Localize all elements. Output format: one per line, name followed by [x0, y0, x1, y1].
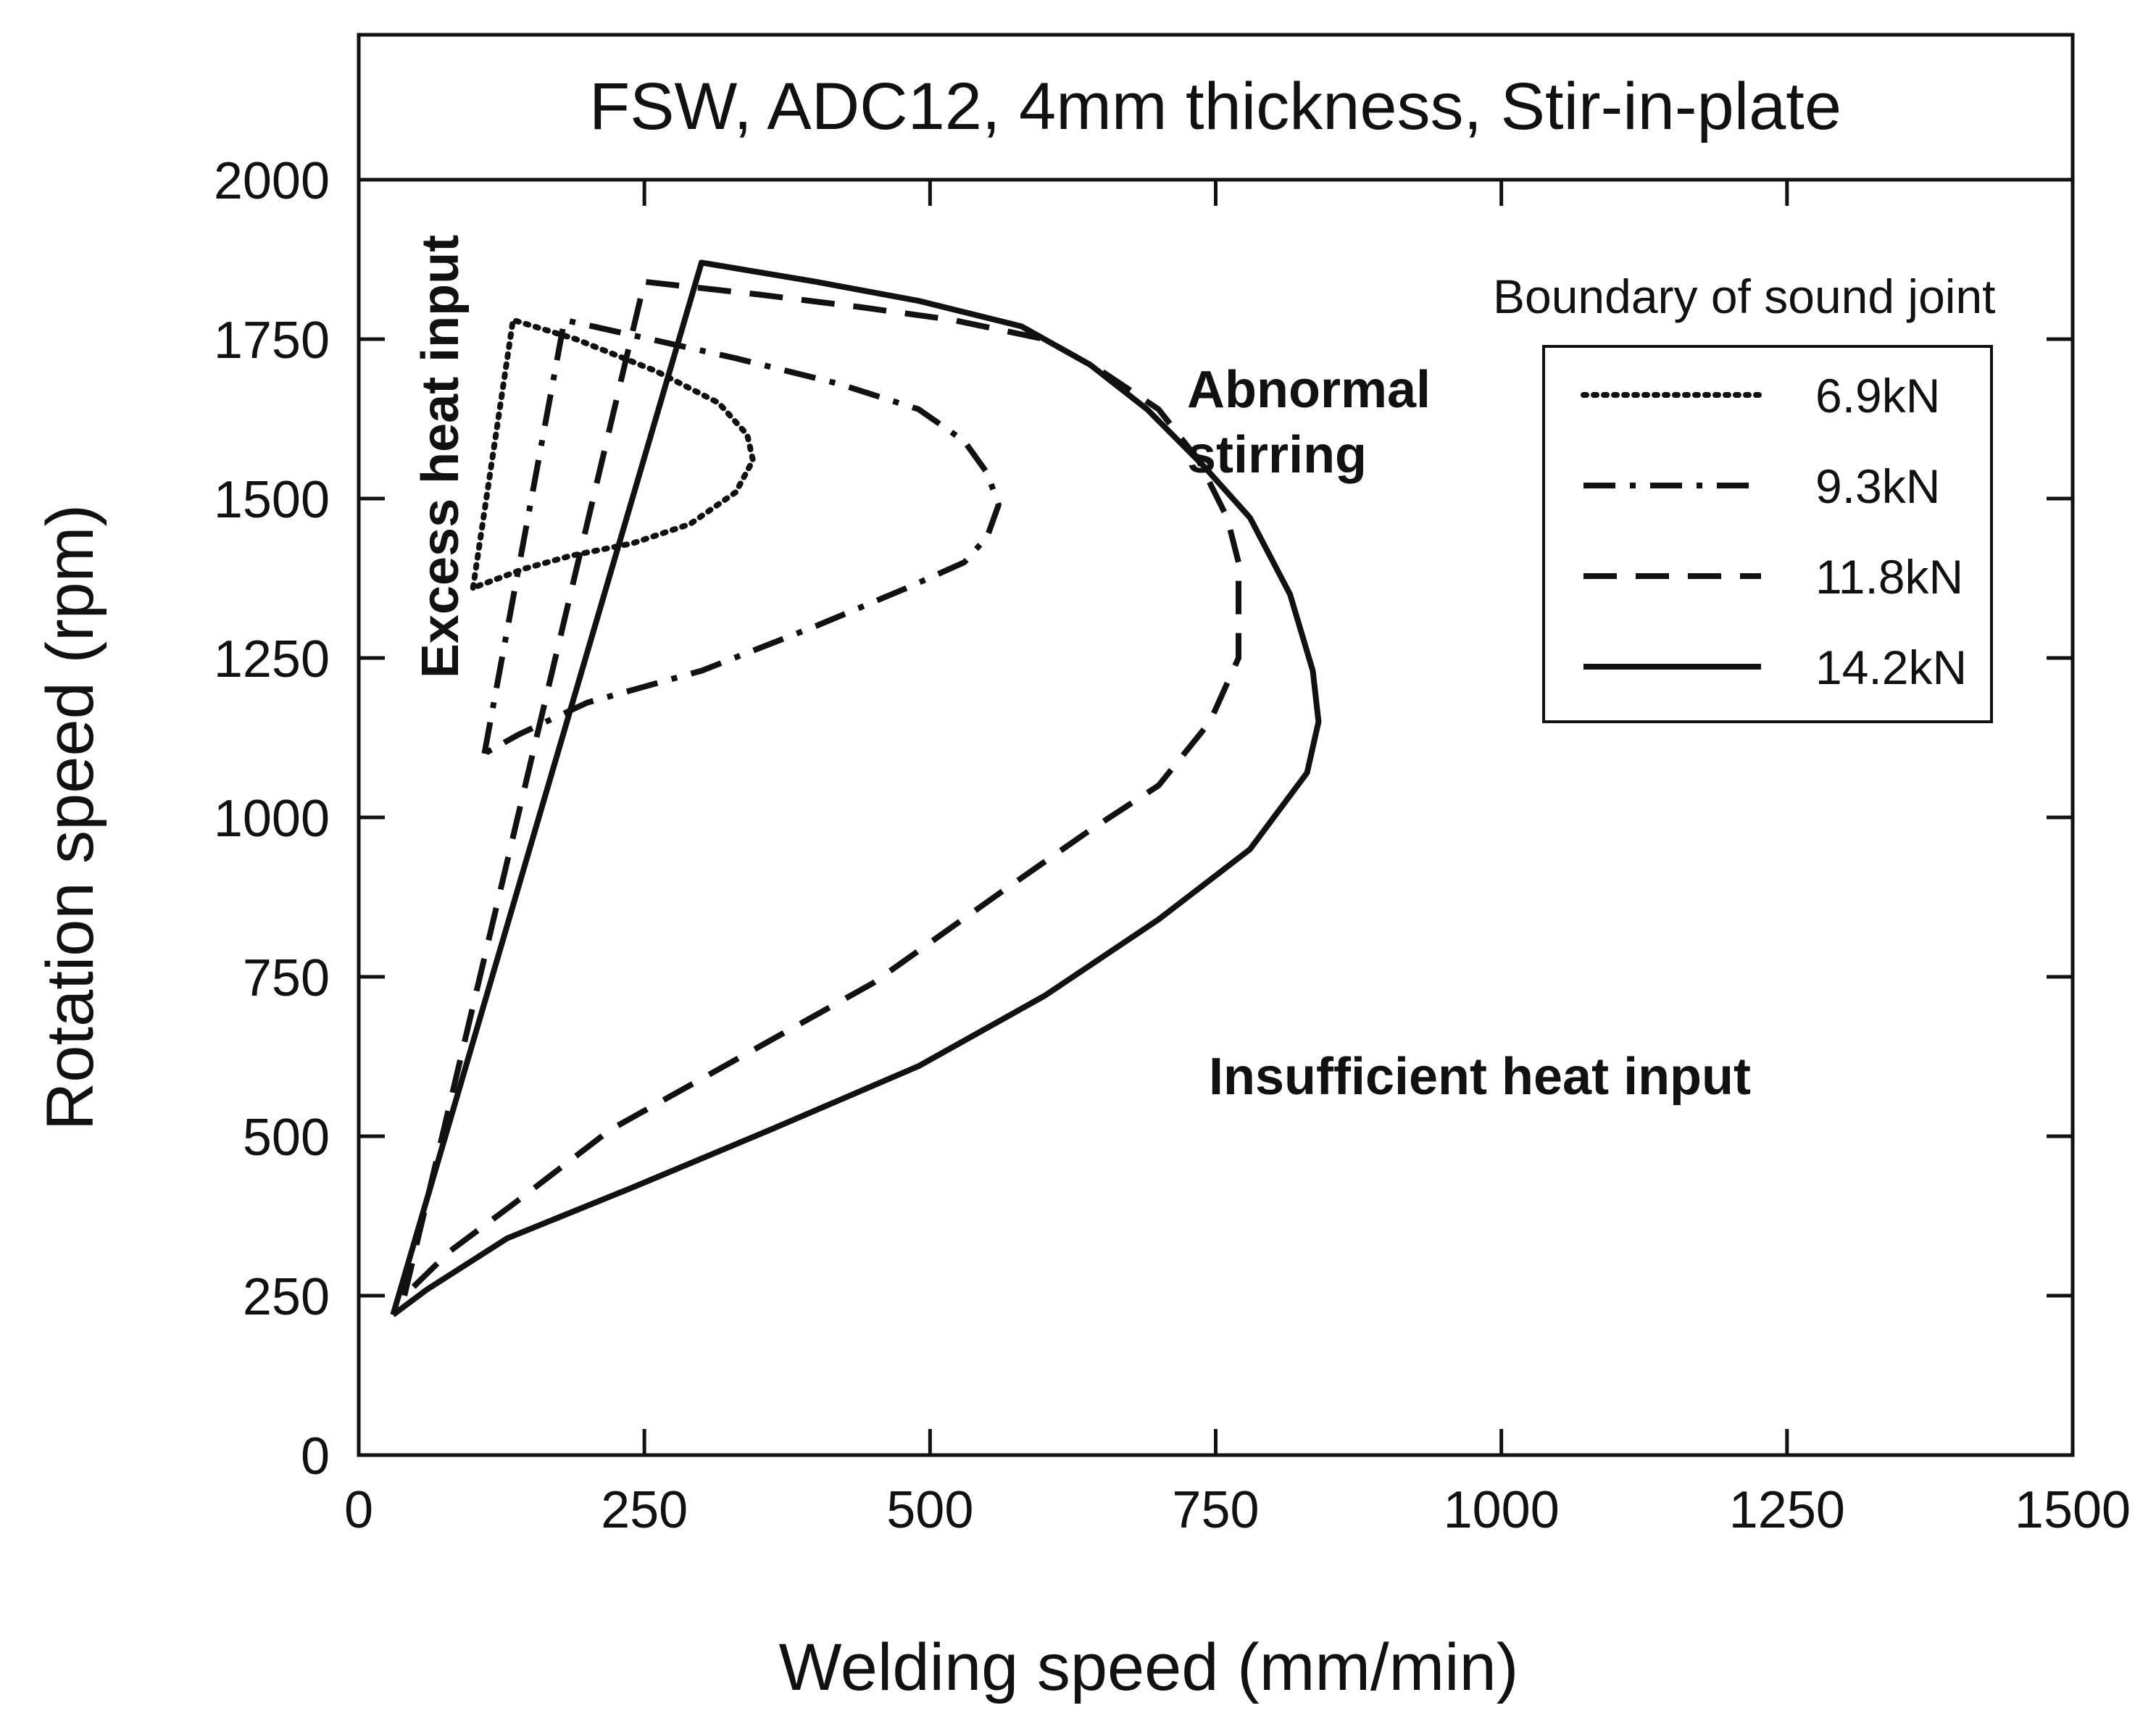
chart-title: FSW, ADC12, 4mm thickness, Stir-in-plate: [589, 70, 1841, 143]
x-tick-label-1000: 1000: [1444, 1481, 1560, 1539]
y-tick-label-1750: 1750: [214, 312, 330, 370]
y-tick-label-1250: 1250: [214, 630, 330, 688]
y-tick-label-2000: 2000: [214, 152, 330, 210]
annotation-excess-heat-input: Excess heat input: [412, 235, 470, 678]
legend-layer: 6.9kN 9.3kN 11.8kN 14.2kN: [1581, 369, 1967, 694]
y-tick-label-0: 0: [301, 1428, 330, 1486]
legend-label-9-3kn: 9.3kN: [1815, 459, 1940, 513]
y-tick-label-250: 250: [243, 1268, 330, 1326]
y-tick-label-500: 500: [243, 1109, 330, 1167]
legend-label-14-2kn: 14.2kN: [1815, 641, 1967, 694]
x-tick-label-1250: 1250: [1729, 1481, 1845, 1539]
series-line-11-8kn: [401, 278, 1241, 1298]
x-tick-label-750: 750: [1172, 1481, 1259, 1539]
series-line-9-3kn: [481, 317, 1002, 757]
legend-label-11-8kn: 11.8kN: [1815, 550, 1963, 604]
y-tick-label-750: 750: [243, 949, 330, 1007]
y-tick-label-1500: 1500: [214, 471, 330, 529]
y-axis-label: Rotation speed (rpm): [33, 504, 107, 1130]
annotation-abnormal: Abnormal: [1187, 361, 1431, 419]
x-tick-label-1500: 1500: [2015, 1481, 2131, 1539]
x-tick-label-0: 0: [344, 1481, 373, 1539]
x-axis-label: Welding speed (mm/min): [779, 1630, 1519, 1704]
x-tick-label-250: 250: [601, 1481, 688, 1539]
ticks-layer: 0 250 500 750 1000 1250 1500 0 250 500 750 1000 1250…: [214, 152, 2131, 1539]
legend-label-6-9kn: 6.9kN: [1815, 369, 1940, 422]
series-line-6-9kn: [470, 317, 756, 591]
y-tick-label-1000: 1000: [214, 790, 330, 848]
annotation-stirring: stirring: [1187, 426, 1367, 484]
x-tick-label-500: 500: [886, 1481, 973, 1539]
annotation-insufficient-heat-input: Insufficient heat input: [1209, 1048, 1751, 1106]
legend-title: Boundary of sound joint: [1493, 270, 1995, 323]
legend-box: [1542, 345, 1993, 723]
series-line-14-2kn: [390, 259, 1322, 1317]
series-layer: [390, 259, 1322, 1317]
